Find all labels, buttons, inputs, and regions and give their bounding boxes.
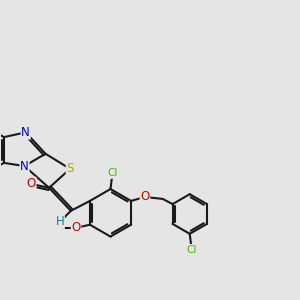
Text: O: O (140, 190, 150, 203)
Text: N: N (20, 160, 29, 172)
Text: H: H (56, 215, 64, 228)
Text: Cl: Cl (187, 245, 197, 255)
Text: O: O (71, 221, 81, 234)
Text: N: N (21, 126, 30, 139)
Text: Cl: Cl (107, 168, 118, 178)
Text: O: O (27, 177, 36, 190)
Text: S: S (66, 162, 74, 175)
